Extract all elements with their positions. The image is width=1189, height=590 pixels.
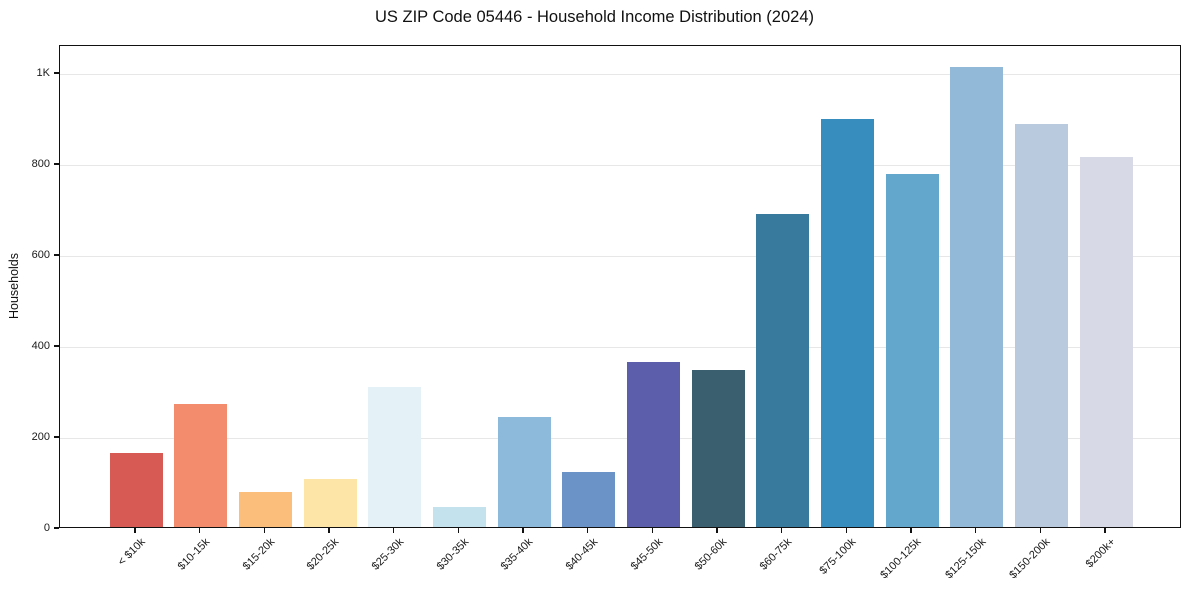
x-tick-mark (522, 528, 524, 533)
x-tick-label: $100-125k (878, 536, 924, 582)
y-tick-mark (54, 527, 59, 529)
chart-title: US ZIP Code 05446 - Household Income Dis… (374, 8, 814, 26)
x-tick-mark (910, 528, 912, 533)
bar (885, 174, 939, 527)
x-tick-mark (198, 528, 201, 533)
x-tick-label: < $10k (115, 536, 148, 569)
gridline (60, 437, 1180, 439)
bar (1079, 157, 1133, 527)
x-tick-label: $15-20k (240, 536, 277, 573)
x-tick-label: $20-25k (304, 536, 342, 573)
bar (691, 369, 745, 527)
x-tick-mark (716, 528, 718, 533)
x-tick-mark (328, 528, 330, 533)
x-tick-mark (392, 528, 395, 533)
gridline (60, 346, 1180, 348)
bar (1014, 124, 1068, 527)
x-tick-label: $60-75k (757, 536, 795, 573)
y-tick-mark (54, 345, 59, 347)
x-tick-label: $75-100k (817, 536, 859, 577)
x-tick-mark (263, 528, 266, 533)
x-tick-mark (845, 528, 848, 533)
x-tick-label: $25-30k (369, 536, 407, 573)
y-tick-label: 600 (31, 249, 50, 262)
x-tick-label: $50-60k (692, 536, 730, 573)
x-tick-mark (134, 528, 136, 533)
x-tick-label: $40-45k (563, 536, 601, 573)
y-tick-label: 800 (31, 158, 50, 171)
gridline (60, 164, 1180, 166)
x-tick-label: $125-150k (942, 536, 989, 582)
bar (303, 478, 357, 527)
x-tick-mark (780, 528, 783, 533)
gridline (60, 255, 1180, 257)
bar (626, 361, 680, 527)
x-tick-label: $45-50k (628, 536, 665, 573)
y-tick-mark (54, 72, 59, 74)
x-tick-mark (974, 528, 977, 533)
bar (497, 417, 551, 527)
x-tick-label: $10-15k (175, 536, 213, 573)
y-tick-mark (54, 163, 59, 165)
y-axis-label: Households (7, 253, 21, 320)
x-tick-mark (457, 528, 460, 533)
y-tick-label: 400 (31, 340, 50, 353)
bar (368, 387, 422, 527)
bar (562, 472, 616, 527)
x-tick-label: $150-200k (1007, 536, 1053, 582)
y-tick-label: 0 (43, 522, 50, 534)
y-tick-label: 1K (36, 67, 50, 80)
y-tick-mark (54, 436, 59, 438)
gridline (60, 73, 1180, 75)
x-tick-label: $30-35k (434, 536, 471, 573)
bar (756, 214, 810, 527)
x-tick-mark (586, 528, 589, 533)
bar (820, 119, 874, 527)
x-tick-mark (1039, 528, 1042, 533)
plot-area (59, 45, 1181, 528)
x-tick-label: $200k+ (1083, 536, 1118, 571)
bar (950, 66, 1004, 527)
bar (174, 404, 228, 527)
bar (432, 506, 486, 527)
x-tick-mark (651, 528, 654, 533)
bar (109, 453, 163, 527)
y-tick-mark (54, 254, 59, 256)
x-tick-label: $35-40k (498, 536, 536, 573)
bar (238, 492, 292, 527)
y-tick-label: 200 (31, 431, 50, 444)
x-tick-mark (1104, 528, 1106, 533)
